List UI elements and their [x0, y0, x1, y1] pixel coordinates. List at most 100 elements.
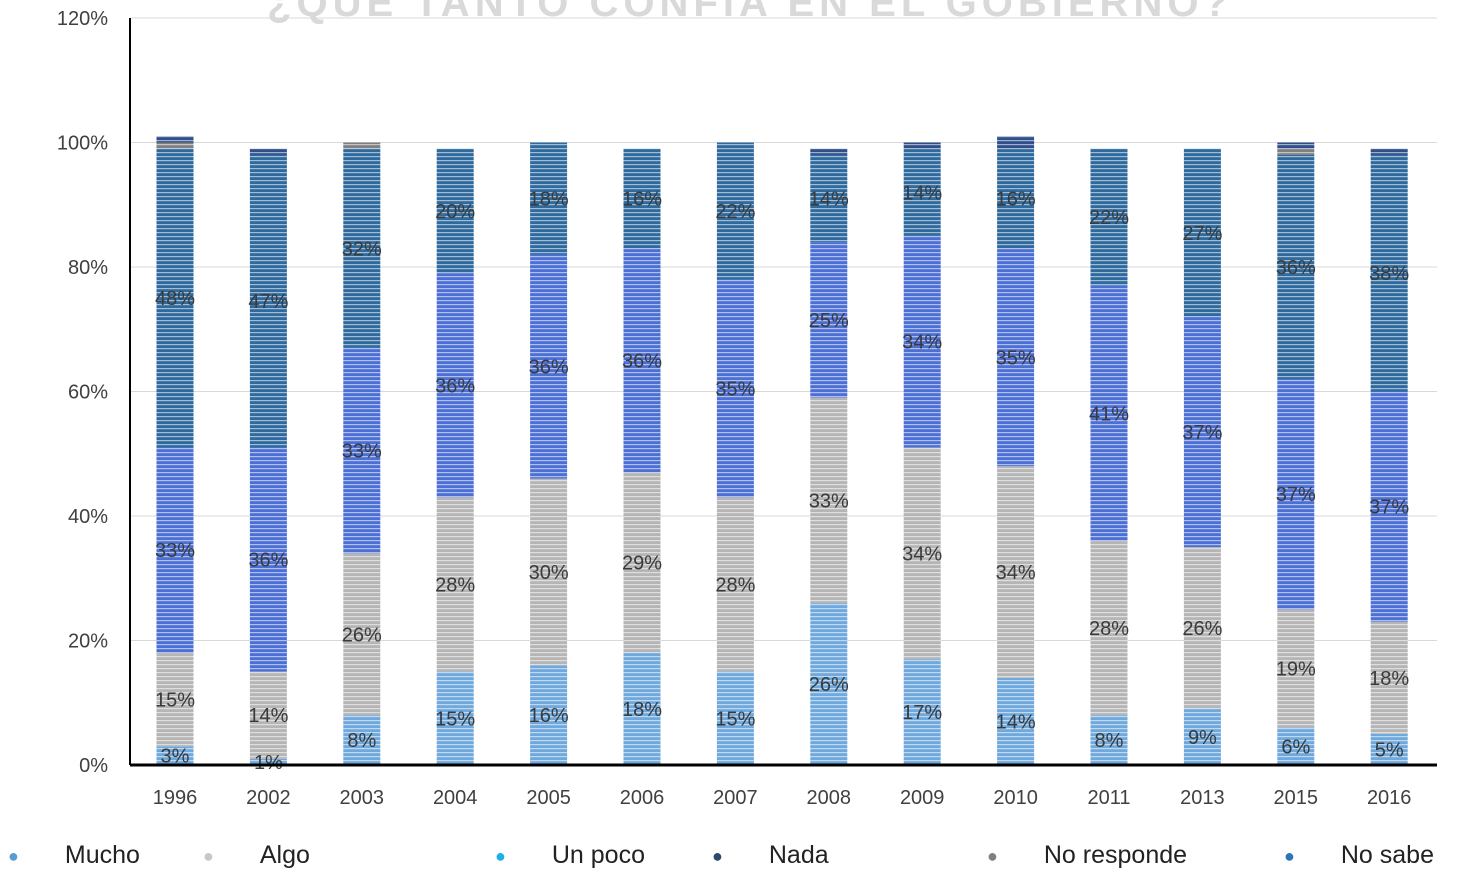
- data-label: 9%: [1188, 727, 1217, 749]
- data-label: 32%: [342, 238, 382, 260]
- data-label: 8%: [347, 730, 376, 752]
- bar-segment: [810, 242, 848, 398]
- data-label: 26%: [1182, 618, 1222, 640]
- x-category-label: 1996: [153, 787, 198, 809]
- data-label: 37%: [1369, 497, 1409, 519]
- bar-segment: [716, 279, 754, 498]
- bar-segment: [343, 142, 381, 149]
- bar-segment: [1090, 715, 1128, 765]
- bar-segment: [716, 142, 754, 280]
- bar-segment: [997, 248, 1035, 467]
- data-label: 38%: [1369, 263, 1409, 285]
- bar-segment: [343, 715, 381, 765]
- data-label: 34%: [996, 562, 1036, 584]
- bar-segment: [530, 665, 568, 765]
- data-label: 15%: [155, 690, 195, 712]
- y-axis-ticks: 0% 20% 40% 60% 80% 100% 120%: [57, 8, 108, 777]
- data-label: 34%: [902, 332, 942, 354]
- bar-segment: [1183, 148, 1221, 317]
- x-category-label: 2005: [526, 787, 571, 809]
- bar-segment: [1277, 727, 1315, 765]
- bar-segment: [436, 148, 474, 274]
- data-label: 26%: [809, 674, 849, 696]
- bars: [156, 136, 1408, 765]
- x-category-label: 2009: [900, 787, 945, 809]
- data-label: 36%: [529, 357, 569, 379]
- data-label: 16%: [529, 705, 569, 727]
- data-label: 15%: [435, 708, 475, 730]
- x-category-label: 2002: [246, 787, 291, 809]
- data-label: 47%: [248, 291, 288, 313]
- bar-segment: [1277, 148, 1315, 155]
- data-label: 33%: [342, 441, 382, 463]
- bar-segment: [156, 148, 194, 448]
- bar-segment: [530, 254, 568, 479]
- bar-segment: [156, 142, 194, 149]
- y-tick-label: 0%: [79, 755, 108, 777]
- data-label: 35%: [996, 347, 1036, 369]
- legend-label: No responde: [1043, 841, 1188, 869]
- legend-item-un-poco: ● Un poco: [495, 836, 645, 875]
- data-label: 28%: [435, 574, 475, 596]
- bar-segment: [343, 347, 381, 554]
- bar-segment: [997, 148, 1035, 249]
- bar-segment: [343, 148, 381, 348]
- gridlines: [130, 17, 1437, 641]
- data-label: 36%: [622, 350, 662, 372]
- data-label: 29%: [622, 553, 662, 575]
- legend: ● Mucho ● Algo ● Un poco ● Nada ● No res…: [0, 836, 1457, 875]
- bar-segment: [249, 447, 287, 672]
- bar-segment: [249, 154, 287, 448]
- bar-segment: [1183, 316, 1221, 548]
- bar-segment: [156, 652, 194, 747]
- data-label: 33%: [809, 490, 849, 512]
- bar-segment: [1277, 379, 1315, 610]
- data-label: 14%: [902, 182, 942, 204]
- legend-dot-icon: ●: [1284, 845, 1295, 866]
- bar-segment: [1277, 142, 1315, 149]
- legend-label: No sabe: [1340, 841, 1434, 869]
- data-label: 22%: [715, 201, 755, 223]
- y-tick-label: 80%: [68, 257, 108, 279]
- x-category-label: 2010: [993, 787, 1038, 809]
- bar-segment: [997, 466, 1035, 678]
- legend-label: Un poco: [551, 841, 645, 869]
- y-tick-label: 100%: [57, 133, 108, 155]
- stacked-bar-chart: ¿QUÉ TANTO CONFÍA EN EL GOBIERNO? 0% 20% 4…: [57, 0, 1437, 809]
- bar-segment: [1090, 285, 1128, 541]
- bar-segment: [997, 136, 1035, 149]
- data-label: 36%: [435, 375, 475, 397]
- data-label: 26%: [342, 624, 382, 646]
- bar-segment: [716, 497, 754, 672]
- bar-segment: [1370, 621, 1408, 734]
- x-category-label: 2006: [620, 787, 665, 809]
- data-label: 28%: [1089, 618, 1129, 640]
- bar-segment: [436, 497, 474, 672]
- data-label: 25%: [809, 310, 849, 332]
- data-label: 18%: [1369, 668, 1409, 690]
- bar-segment: [903, 447, 941, 660]
- bar-segment: [249, 758, 287, 765]
- bar-segment: [623, 248, 661, 473]
- bar-segment: [156, 746, 194, 765]
- bar-segment: [1183, 547, 1221, 709]
- bar-segment: [156, 136, 194, 143]
- y-tick-label: 60%: [68, 382, 108, 404]
- data-label: 14%: [809, 189, 849, 211]
- legend-dot-icon: ●: [495, 845, 506, 866]
- data-label: 18%: [529, 189, 569, 211]
- x-axis-categories: 1996 2002 2003 2004 2005 2006 2007 2008 2009 2010…: [153, 787, 1412, 809]
- bar-segment: [343, 553, 381, 716]
- x-category-label: 2008: [807, 787, 852, 809]
- legend-item-no-sabe: ● No sabe: [1284, 836, 1434, 875]
- bar-segment: [1183, 708, 1221, 765]
- data-label: 33%: [155, 540, 195, 562]
- data-label: 14%: [248, 705, 288, 727]
- data-label: 48%: [155, 288, 195, 310]
- data-label: 37%: [1276, 484, 1316, 506]
- legend-dot-icon: ●: [712, 845, 723, 866]
- x-category-label: 2007: [713, 787, 758, 809]
- bar-segment: [903, 235, 941, 448]
- bar-segment: [1370, 391, 1408, 622]
- bar-segment: [1370, 154, 1408, 392]
